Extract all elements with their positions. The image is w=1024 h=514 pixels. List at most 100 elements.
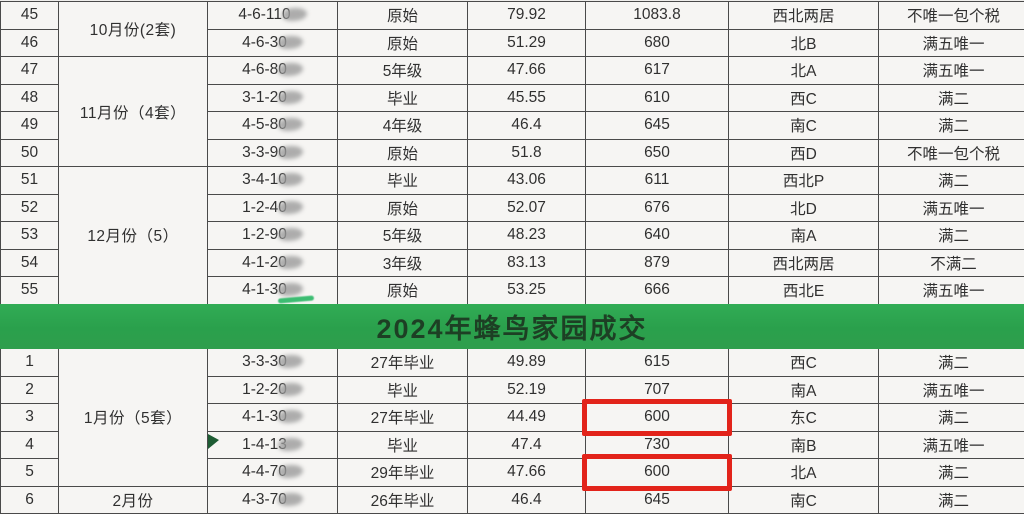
grade-status-cell[interactable]: 27年毕业 <box>338 404 468 432</box>
total-price-cell[interactable]: 600 <box>586 404 729 432</box>
unit-price-cell[interactable]: 51.29 <box>468 29 586 57</box>
tax-status-cell[interactable]: 满五唯一 <box>879 29 1024 57</box>
grade-status-cell[interactable]: 毕业 <box>338 431 468 459</box>
tax-status-cell[interactable]: 满二 <box>879 486 1024 514</box>
row-number-cell[interactable]: 46 <box>1 29 59 57</box>
unit-price-cell[interactable]: 46.4 <box>468 112 586 140</box>
unit-price-cell[interactable]: 51.8 <box>468 139 586 167</box>
row-number-cell[interactable]: 45 <box>1 2 59 30</box>
unit-price-cell[interactable]: 45.55 <box>468 84 586 112</box>
row-number-cell[interactable]: 48 <box>1 84 59 112</box>
grade-status-cell[interactable]: 5年级 <box>338 57 468 85</box>
grade-status-cell[interactable]: 毕业 <box>338 167 468 195</box>
row-number-cell[interactable]: 54 <box>1 249 59 277</box>
direction-layout-cell[interactable]: 南C <box>729 112 879 140</box>
direction-layout-cell[interactable]: 南B <box>729 431 879 459</box>
grade-status-cell[interactable]: 27年毕业 <box>338 349 468 377</box>
unit-address-cell[interactable]: 1-2-20 <box>208 376 338 404</box>
month-group-cell[interactable]: 2月份 <box>59 486 208 514</box>
row-number-cell[interactable]: 3 <box>1 404 59 432</box>
tax-status-cell[interactable]: 不唯一包个税 <box>879 2 1024 30</box>
unit-address-cell[interactable]: 3-3-90 <box>208 139 338 167</box>
row-number-cell[interactable]: 53 <box>1 222 59 250</box>
grade-status-cell[interactable]: 原始 <box>338 194 468 222</box>
total-price-cell[interactable]: 1083.8 <box>586 2 729 30</box>
unit-address-cell[interactable]: 4-6-80 <box>208 57 338 85</box>
direction-layout-cell[interactable]: 西北E <box>729 277 879 305</box>
direction-layout-cell[interactable]: 南A <box>729 376 879 404</box>
grade-status-cell[interactable]: 毕业 <box>338 84 468 112</box>
unit-address-cell[interactable]: 3-3-30 <box>208 349 338 377</box>
tax-status-cell[interactable]: 满二 <box>879 112 1024 140</box>
row-number-cell[interactable]: 55 <box>1 277 59 305</box>
total-price-cell[interactable]: 650 <box>586 139 729 167</box>
tax-status-cell[interactable]: 满五唯一 <box>879 57 1024 85</box>
unit-address-cell[interactable]: 4-3-70 <box>208 486 338 514</box>
row-number-cell[interactable]: 1 <box>1 349 59 377</box>
total-price-cell[interactable]: 645 <box>586 112 729 140</box>
grade-status-cell[interactable]: 29年毕业 <box>338 459 468 487</box>
row-number-cell[interactable]: 2 <box>1 376 59 404</box>
unit-address-cell[interactable]: 1-4-13 <box>208 431 338 459</box>
row-number-cell[interactable]: 51 <box>1 167 59 195</box>
direction-layout-cell[interactable]: 东C <box>729 404 879 432</box>
tax-status-cell[interactable]: 满二 <box>879 84 1024 112</box>
total-price-cell[interactable]: 617 <box>586 57 729 85</box>
unit-price-cell[interactable]: 43.06 <box>468 167 586 195</box>
unit-price-cell[interactable]: 53.25 <box>468 277 586 305</box>
direction-layout-cell[interactable]: 西C <box>729 84 879 112</box>
tax-status-cell[interactable]: 不满二 <box>879 249 1024 277</box>
unit-address-cell[interactable]: 3-1-20 <box>208 84 338 112</box>
row-number-cell[interactable]: 6 <box>1 486 59 514</box>
unit-address-cell[interactable]: 4-1-30 <box>208 277 338 305</box>
unit-price-cell[interactable]: 52.07 <box>468 194 586 222</box>
total-price-cell[interactable]: 730 <box>586 431 729 459</box>
total-price-cell[interactable]: 680 <box>586 29 729 57</box>
unit-price-cell[interactable]: 47.4 <box>468 431 586 459</box>
month-group-cell[interactable]: 1月份（5套） <box>59 349 208 487</box>
unit-address-cell[interactable]: 4-5-80 <box>208 112 338 140</box>
grade-status-cell[interactable]: 原始 <box>338 29 468 57</box>
total-price-cell[interactable]: 879 <box>586 249 729 277</box>
tax-status-cell[interactable]: 满二 <box>879 349 1024 377</box>
unit-price-cell[interactable]: 49.89 <box>468 349 586 377</box>
grade-status-cell[interactable]: 原始 <box>338 2 468 30</box>
unit-price-cell[interactable]: 44.49 <box>468 404 586 432</box>
direction-layout-cell[interactable]: 西D <box>729 139 879 167</box>
direction-layout-cell[interactable]: 南A <box>729 222 879 250</box>
direction-layout-cell[interactable]: 北D <box>729 194 879 222</box>
direction-layout-cell[interactable]: 南C <box>729 486 879 514</box>
tax-status-cell[interactable]: 满五唯一 <box>879 376 1024 404</box>
tax-status-cell[interactable]: 不唯一包个税 <box>879 139 1024 167</box>
unit-price-cell[interactable]: 46.4 <box>468 486 586 514</box>
unit-price-cell[interactable]: 47.66 <box>468 57 586 85</box>
total-price-cell[interactable]: 640 <box>586 222 729 250</box>
unit-address-cell[interactable]: 4-6-110 <box>208 2 338 30</box>
section-banner[interactable]: 2024年蜂鸟家园成交 <box>0 304 1024 349</box>
month-group-cell[interactable]: 10月份(2套) <box>59 2 208 57</box>
grade-status-cell[interactable]: 原始 <box>338 139 468 167</box>
direction-layout-cell[interactable]: 西C <box>729 349 879 377</box>
grade-status-cell[interactable]: 5年级 <box>338 222 468 250</box>
total-price-cell[interactable]: 707 <box>586 376 729 404</box>
total-price-cell[interactable]: 615 <box>586 349 729 377</box>
total-price-cell[interactable]: 610 <box>586 84 729 112</box>
tax-status-cell[interactable]: 满五唯一 <box>879 431 1024 459</box>
unit-price-cell[interactable]: 48.23 <box>468 222 586 250</box>
unit-address-cell[interactable]: 4-6-30 <box>208 29 338 57</box>
grade-status-cell[interactable]: 3年级 <box>338 249 468 277</box>
row-number-cell[interactable]: 52 <box>1 194 59 222</box>
total-price-cell[interactable]: 645 <box>586 486 729 514</box>
row-number-cell[interactable]: 47 <box>1 57 59 85</box>
unit-price-cell[interactable]: 52.19 <box>468 376 586 404</box>
unit-price-cell[interactable]: 83.13 <box>468 249 586 277</box>
direction-layout-cell[interactable]: 北A <box>729 57 879 85</box>
tax-status-cell[interactable]: 满二 <box>879 222 1024 250</box>
tax-status-cell[interactable]: 满二 <box>879 167 1024 195</box>
row-number-cell[interactable]: 5 <box>1 459 59 487</box>
tax-status-cell[interactable]: 满二 <box>879 404 1024 432</box>
grade-status-cell[interactable]: 26年毕业 <box>338 486 468 514</box>
unit-address-cell[interactable]: 3-4-10 <box>208 167 338 195</box>
direction-layout-cell[interactable]: 北B <box>729 29 879 57</box>
grade-status-cell[interactable]: 4年级 <box>338 112 468 140</box>
